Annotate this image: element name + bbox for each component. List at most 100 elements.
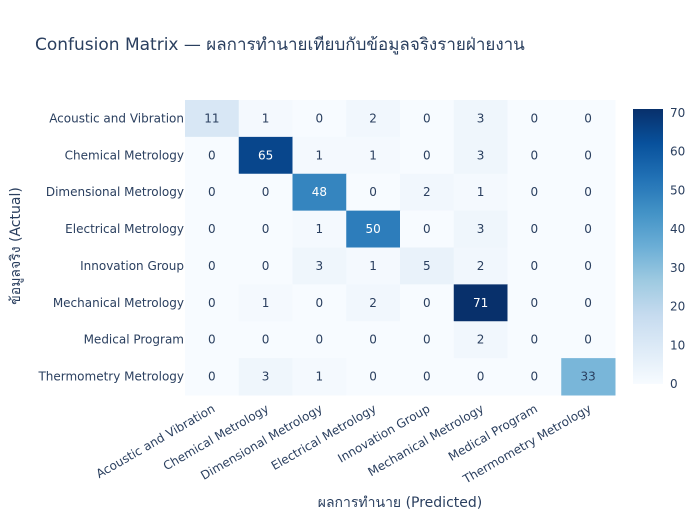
heatmap-cell xyxy=(346,136,401,175)
chart-title: Confusion Matrix — ผลการทำนายเทียบกับข้อ… xyxy=(35,35,525,55)
cell-value-label: 0 xyxy=(208,333,216,347)
heatmap-cell xyxy=(561,173,616,212)
heatmap-cell xyxy=(238,173,293,212)
cell-value-label: 0 xyxy=(208,185,216,199)
heatmap-cell xyxy=(346,247,401,285)
heatmap-cell xyxy=(292,210,347,248)
x-axis-title: ผลการทำนาย (Predicted) xyxy=(318,495,482,511)
colorbar-tick-label: 50 xyxy=(670,183,685,197)
cell-value-label: 1 xyxy=(262,111,270,125)
cell-value-label: 0 xyxy=(316,296,324,310)
cell-value-label: 50 xyxy=(365,222,380,236)
heatmap-cell xyxy=(453,284,508,322)
cell-value-label: 0 xyxy=(423,111,431,125)
heatmap-cell xyxy=(507,321,562,359)
cell-value-label: 3 xyxy=(477,222,485,236)
heatmap-cell xyxy=(507,100,562,138)
heatmap-cell xyxy=(346,284,401,322)
y-tick-label: Acoustic and Vibration xyxy=(49,111,184,125)
cell-value-label: 0 xyxy=(369,185,377,199)
heatmap-cell xyxy=(238,321,293,359)
cell-labels: 11 1 0 2 0 3 0 00 65 1 1 0 3 0 00 0 48 0 2 1 0 00 0 1 50 0 3 0 00 0 3 1… xyxy=(204,111,596,383)
heatmap-cell xyxy=(561,100,616,138)
heatmap-cell xyxy=(346,100,401,138)
heatmap-cell xyxy=(561,321,616,359)
cell-value-label: 71 xyxy=(473,296,488,310)
cell-value-label: 0 xyxy=(423,370,431,384)
cell-value-label: 2 xyxy=(423,185,431,199)
cell-value-label: 0 xyxy=(531,370,539,384)
heatmap-cell xyxy=(400,321,455,359)
cell-value-label: 0 xyxy=(531,222,539,236)
cell-value-label: 0 xyxy=(369,370,377,384)
colorbar-tick-label: 20 xyxy=(670,300,685,314)
colorbar-ticks: 0 10 20 30 40 50 60 70 xyxy=(670,106,685,391)
heatmap-cell xyxy=(238,210,293,248)
y-tick-label: Thermometry Metrology xyxy=(37,370,184,384)
heatmap-cell xyxy=(185,284,240,322)
heatmap-cell xyxy=(346,358,401,396)
colorbar-tick-label: 40 xyxy=(670,222,685,236)
heatmap-cell xyxy=(453,173,508,212)
heatmap-cell xyxy=(292,321,347,359)
heatmap-cell xyxy=(400,136,455,175)
cell-value-label: 0 xyxy=(584,222,592,236)
cell-value-label: 0 xyxy=(423,148,431,162)
cell-value-label: 0 xyxy=(208,148,216,162)
cell-value-label: 5 xyxy=(423,259,431,273)
heatmap-cell xyxy=(507,247,562,285)
heatmap-cell xyxy=(507,173,562,212)
heatmap-cell xyxy=(453,210,508,248)
cell-value-label: 0 xyxy=(531,259,539,273)
y-axis-ticks: Acoustic and Vibration Chemical Metrology… xyxy=(37,111,184,383)
heatmap-cell xyxy=(507,358,562,396)
cell-value-label: 0 xyxy=(584,296,592,310)
heatmap-cell xyxy=(507,136,562,175)
y-tick-label: Innovation Group xyxy=(80,259,184,273)
cell-value-label: 0 xyxy=(369,333,377,347)
y-tick-label: Medical Program xyxy=(84,333,184,347)
cell-value-label: 0 xyxy=(262,333,270,347)
y-tick-label: Electrical Metrology xyxy=(65,222,184,236)
heatmap-cell xyxy=(453,321,508,359)
cell-value-label: 0 xyxy=(423,333,431,347)
heatmap-cell xyxy=(185,210,240,248)
colorbar-tick-label: 70 xyxy=(670,106,685,120)
heatmap-cell xyxy=(453,136,508,175)
heatmap-cell xyxy=(507,284,562,322)
heatmap-cell xyxy=(453,358,508,396)
cell-value-label: 0 xyxy=(531,333,539,347)
cell-value-label: 0 xyxy=(531,111,539,125)
heatmap-cell xyxy=(238,284,293,322)
heatmap-cell xyxy=(185,358,240,396)
cell-value-label: 1 xyxy=(316,148,324,162)
cell-value-label: 2 xyxy=(477,259,485,273)
heatmap-cell xyxy=(400,247,455,285)
y-tick-label: Chemical Metrology xyxy=(65,148,184,162)
cell-value-label: 2 xyxy=(369,296,377,310)
cell-value-label: 3 xyxy=(316,259,324,273)
heatmap-cell xyxy=(400,284,455,322)
cell-value-label: 11 xyxy=(204,111,219,125)
cell-value-label: 3 xyxy=(477,148,485,162)
cell-value-label: 0 xyxy=(316,111,324,125)
heatmap-cell xyxy=(292,247,347,285)
heatmap-cell xyxy=(185,173,240,212)
heatmap-cell xyxy=(346,210,401,248)
heatmap-cell xyxy=(185,321,240,359)
cell-value-label: 3 xyxy=(477,111,485,125)
cell-value-label: 2 xyxy=(477,333,485,347)
cell-value-label: 0 xyxy=(423,222,431,236)
colorbar-tick-label: 30 xyxy=(670,261,685,275)
cell-value-label: 0 xyxy=(584,259,592,273)
cell-value-label: 0 xyxy=(262,259,270,273)
heatmap-cell xyxy=(561,284,616,322)
cell-value-label: 1 xyxy=(369,148,377,162)
heatmap-cell xyxy=(292,284,347,322)
cell-value-label: 3 xyxy=(262,370,270,384)
cell-value-label: 2 xyxy=(369,111,377,125)
heatmap-cell xyxy=(453,247,508,285)
heatmap-cell xyxy=(561,358,616,396)
cell-value-label: 0 xyxy=(208,370,216,384)
